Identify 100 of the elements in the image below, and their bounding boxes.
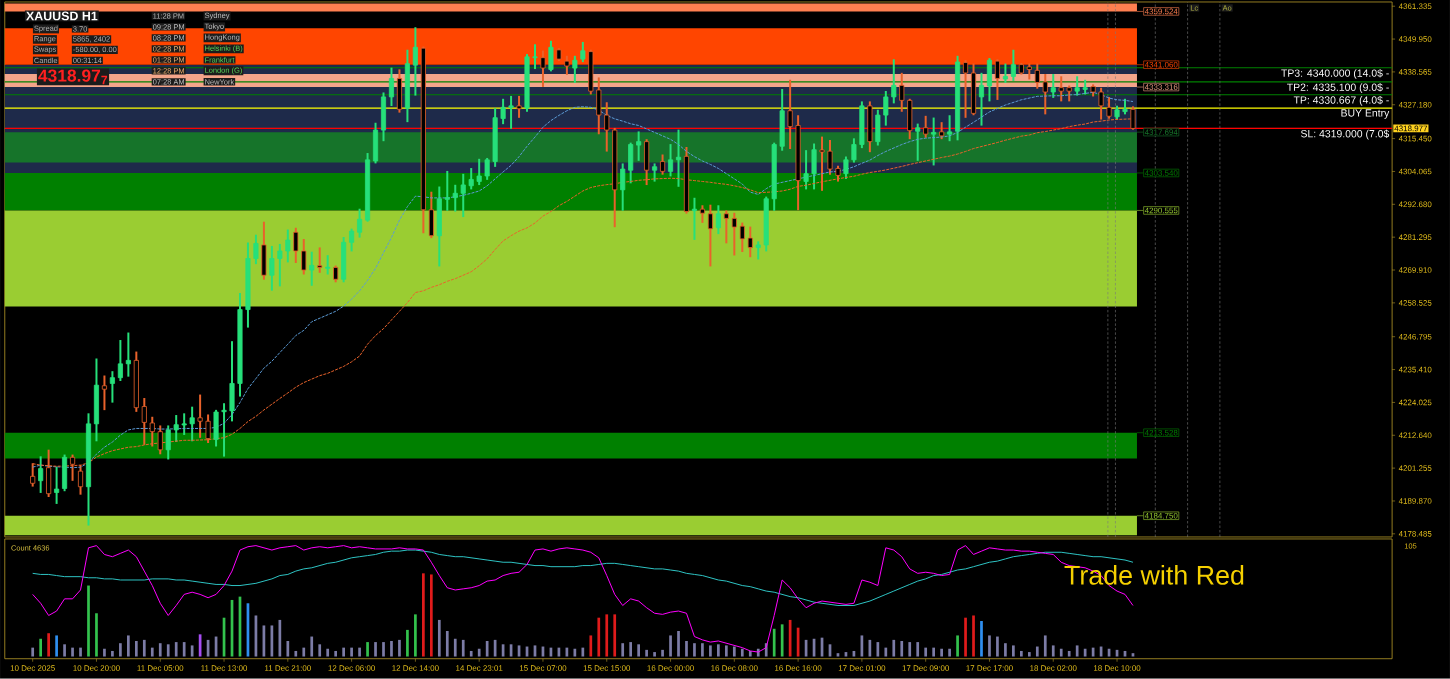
bar (900, 641, 904, 657)
candlestick (747, 226, 753, 258)
bar (47, 633, 50, 657)
candlestick (604, 102, 610, 152)
bar (932, 647, 936, 657)
candlestick (325, 255, 331, 275)
candlestick (1042, 74, 1048, 115)
candlestick (803, 150, 809, 190)
bar (103, 648, 106, 657)
candlestick (277, 244, 283, 287)
bar (55, 635, 58, 657)
candlestick (285, 229, 291, 263)
bar (988, 635, 991, 657)
bar (876, 642, 880, 657)
candlestick (715, 205, 721, 235)
bar (414, 614, 417, 657)
bar (318, 644, 322, 657)
bar (1035, 646, 1039, 657)
ref-line-label: TP2: 4335.100 (9.0$ - (1287, 83, 1389, 94)
candlestick (899, 72, 905, 112)
bar (884, 647, 888, 657)
bar (780, 624, 784, 657)
bar (71, 647, 74, 657)
bar (398, 640, 401, 657)
candlestick (317, 247, 323, 273)
candlestick (540, 50, 546, 88)
annotation: 4318.97$_{7}$ (38, 69, 108, 85)
bar (350, 647, 353, 657)
bar (95, 613, 98, 657)
bar (940, 648, 943, 657)
bar (190, 645, 194, 657)
bar (908, 642, 912, 657)
candlestick (357, 208, 363, 238)
bar (469, 651, 473, 657)
bar (79, 647, 82, 657)
candlestick (723, 210, 729, 244)
candlestick (994, 59, 1000, 101)
bar (1043, 635, 1047, 657)
bar (892, 640, 896, 657)
candlestick (811, 143, 817, 190)
bar (286, 641, 290, 657)
bar (477, 648, 481, 657)
bar (453, 638, 457, 657)
bar (1012, 645, 1015, 657)
bar (134, 641, 138, 657)
candlestick (508, 96, 514, 129)
bar (485, 641, 489, 657)
bar (461, 640, 465, 657)
bar (422, 573, 425, 657)
candlestick (500, 98, 506, 125)
candlestick (787, 79, 793, 150)
bar (429, 574, 433, 657)
bar (740, 648, 744, 657)
candlestick (101, 375, 107, 411)
bar (724, 645, 728, 657)
bar (342, 647, 345, 657)
bar (597, 617, 601, 657)
bar (1067, 651, 1071, 657)
candlestick (1010, 49, 1016, 82)
bar (111, 651, 114, 657)
bar (669, 635, 672, 657)
candlestick (205, 414, 211, 444)
bar (445, 631, 449, 657)
ref-line-label: TP: 4330.667 (4.0$ - (1293, 96, 1389, 106)
bar (406, 630, 409, 657)
candlestick (157, 425, 163, 455)
candlestick (476, 158, 482, 186)
bar (693, 643, 696, 657)
annotation: XAUUSD H1 (26, 11, 98, 21)
bar (916, 642, 920, 657)
candlestick (269, 246, 275, 291)
candlestick (412, 27, 418, 96)
candlestick (388, 67, 395, 107)
bar (605, 614, 609, 657)
bar (1004, 643, 1007, 657)
candlestick (189, 406, 195, 442)
bar (717, 644, 720, 657)
bar (948, 648, 951, 657)
candlestick (516, 96, 522, 118)
candlestick (548, 40, 554, 72)
bar (63, 644, 66, 657)
bar (701, 643, 704, 657)
candlestick (125, 332, 131, 377)
bar (278, 620, 282, 657)
bar (358, 647, 361, 657)
bar (1027, 652, 1031, 657)
ref-line-label: BUY Entry (1341, 109, 1390, 119)
bar (374, 642, 377, 657)
candlestick (978, 72, 985, 126)
candlestick (1034, 63, 1040, 89)
candlestick (707, 204, 713, 267)
bar (119, 643, 122, 657)
candlestick (452, 184, 458, 212)
bar (996, 636, 999, 657)
bar (294, 651, 298, 657)
bar (166, 644, 170, 657)
candlestick (739, 222, 745, 253)
candlestick (484, 158, 490, 181)
candlestick (851, 138, 857, 163)
bar (87, 585, 90, 657)
